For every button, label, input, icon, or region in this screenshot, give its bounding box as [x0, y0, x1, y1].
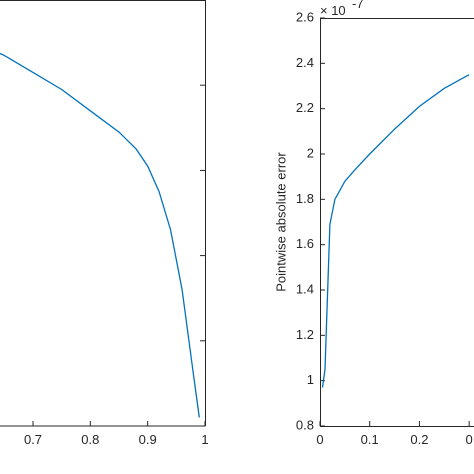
left-chart-series	[0, 52, 200, 418]
right-chart-y-tick-label: 1	[307, 372, 314, 387]
right-chart-y-tick-label: 2	[307, 145, 314, 160]
right-chart-panel: 0 0.1 0.2 0 0.8 1 1.2 1.4 1.6 1.8 2 2.2 2.4 2.6 Poin…	[273, 0, 474, 447]
right-chart-y-tick-label: 0.8	[296, 417, 314, 432]
left-chart-x-tick-label: 0.8	[81, 432, 99, 447]
right-chart-series	[321, 74, 470, 388]
left-chart-axes-box	[0, 0, 206, 427]
left-chart-y-ticks	[200, 84, 205, 342]
right-chart-exponent-base: × 10	[320, 3, 346, 18]
right-chart-series-line	[321, 74, 470, 388]
right-chart-exponent-power: -7	[352, 0, 364, 11]
right-chart-y-tick-label: 2.6	[296, 9, 314, 24]
right-chart-y-axis-label: Pointwise absolute error	[273, 152, 288, 292]
right-chart-x-tick-label: 0	[466, 432, 473, 447]
right-chart-y-tick-label: 1.2	[296, 327, 314, 342]
left-chart-x-ticks: 60.70.80.91	[24, 421, 209, 447]
left-chart-x-tick-label: 0.7	[24, 432, 42, 447]
right-chart-x-tick-label: 0.2	[410, 432, 428, 447]
right-chart-axes-box	[320, 18, 474, 427]
right-chart-y-ticks: 0.8 1 1.2 1.4 1.6 1.8 2 2.2 2.4 2.6	[296, 9, 325, 432]
right-chart-y-tick-label: 1.8	[296, 191, 314, 206]
right-chart-x-ticks: 0 0.1 0.2 0	[316, 421, 473, 447]
right-chart-x-tick-label: 0.1	[361, 432, 379, 447]
right-chart-y-tick-label: 2.4	[296, 55, 314, 70]
left-chart-x-tick-label: 0.9	[139, 432, 157, 447]
left-chart-x-tick-label: 1	[201, 432, 208, 447]
left-chart-series-line	[0, 52, 200, 418]
left-chart-panel: 60.70.80.91	[0, 0, 209, 447]
right-chart-x-tick-label: 0	[316, 432, 323, 447]
right-chart-y-tick-label: 1.6	[296, 236, 314, 251]
right-chart-y-tick-label: 1.4	[296, 281, 314, 296]
right-chart-y-tick-label: 2.2	[296, 100, 314, 115]
